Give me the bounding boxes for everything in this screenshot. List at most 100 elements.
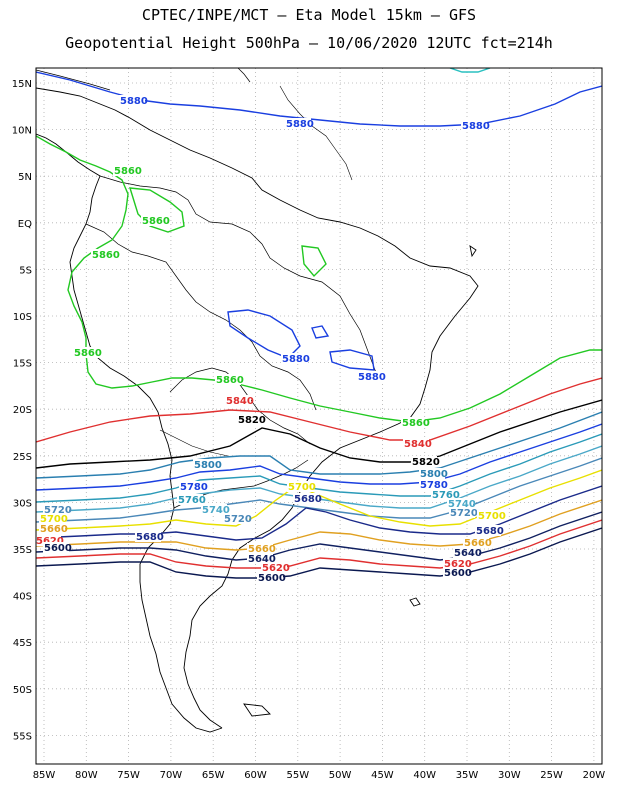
contour-label-bg: [36, 535, 61, 546]
map-frame: [35, 67, 603, 765]
contour-label-5700: 5700: [40, 514, 68, 525]
contour-5620: [36, 519, 602, 569]
contour-label-bg: [447, 498, 473, 509]
lat-tick-label: EQ: [18, 219, 32, 230]
contour-5880-inner2: [329, 349, 375, 371]
contour-label-bg: [475, 525, 501, 536]
contour-label-bg: [39, 513, 65, 524]
contour-label-5600: 5600: [258, 573, 286, 584]
contour-label-bg: [261, 562, 287, 573]
contour-5860-ring2: [301, 245, 327, 278]
contour-label-5700: 5700: [288, 482, 316, 493]
contour-label-5880: 5880: [462, 121, 490, 132]
contour-label-5840: 5840: [226, 396, 254, 407]
contour-label-5660: 5660: [464, 538, 492, 549]
contour-label-5680: 5680: [476, 526, 504, 537]
contour-label-5620: 5620: [444, 559, 472, 570]
contour-5740: [36, 445, 602, 513]
contour-label-5680: 5680: [294, 494, 322, 505]
lon-tick-label: 30W: [498, 770, 521, 781]
contour-label-bg: [113, 165, 139, 176]
contour-label-5800: 5800: [420, 469, 448, 480]
contour-label-bg: [403, 438, 429, 449]
contour-label-bg: [477, 510, 503, 521]
contour-labels: 5880 5880 5880 5880 5880 5860 5860 5860 5860 5860…: [36, 95, 506, 584]
contour-label-bg: [201, 504, 227, 515]
contour-label-bg: [443, 567, 469, 578]
lat-tick-label: 45S: [13, 638, 32, 649]
contour-label-5860: 5860: [402, 418, 430, 429]
lat-tick-label: 35S: [13, 545, 32, 556]
contour-label-bg: [293, 493, 319, 504]
contour-label-5800: 5800: [194, 460, 222, 471]
contour-label-bg: [141, 215, 167, 226]
contour-label-bg: [419, 468, 445, 479]
contour-label-5860: 5860: [216, 375, 244, 386]
map-title-line1: CPTEC/INPE/MCT – Eta Model 15km – GFS: [141, 6, 477, 24]
lat-tick-label: 15S: [13, 359, 32, 370]
contour-label-5880: 5880: [358, 372, 386, 383]
contour-5760: [36, 433, 602, 503]
lon-tick-label: 55W: [286, 770, 309, 781]
contour-label-5880: 5880: [286, 119, 314, 130]
contour-label-5640: 5640: [454, 548, 482, 559]
lon-tick-label: 70W: [160, 770, 183, 781]
contour-label-5840: 5840: [404, 439, 432, 450]
lon-tick-label: 60W: [244, 770, 267, 781]
contour-label-5600: 5600: [44, 543, 72, 554]
lat-tick-label: 50S: [13, 685, 32, 696]
contour-label-5760: 5760: [178, 495, 206, 506]
contour-label-bg: [463, 537, 489, 548]
contour-label-bg: [281, 353, 307, 364]
contour-5820: [36, 399, 602, 469]
contour-5860: [36, 135, 602, 423]
contour-label-bg: [449, 507, 475, 518]
contour-label-bg: [43, 504, 69, 515]
lat-tick-label: 15N: [12, 79, 32, 90]
contour-label-bg: [179, 481, 205, 492]
lat-tick-label: 5N: [18, 172, 32, 183]
contour-label-bg: [431, 489, 457, 500]
contour-label-5620: 5620: [36, 536, 64, 547]
contour-label-5700: 5700: [478, 511, 506, 522]
contour-label-5860: 5860: [74, 348, 102, 359]
contour-label-5880: 5880: [282, 354, 310, 365]
contour-label-5720: 5720: [450, 508, 478, 519]
contour-label-bg: [257, 572, 283, 583]
contour-5840: [36, 377, 602, 443]
contour-label-5760: 5760: [432, 490, 460, 501]
lat-tick-label: 10S: [13, 312, 32, 323]
contour-label-5660: 5660: [40, 524, 68, 535]
lat-tick-label: 20S: [13, 405, 32, 416]
contour-label-bg: [193, 459, 219, 470]
contour-label-5820: 5820: [412, 457, 440, 468]
contour-label-bg: [43, 542, 69, 553]
contour-label-bg: [177, 494, 203, 505]
contour-label-bg: [247, 543, 273, 554]
contour-label-5780: 5780: [420, 480, 448, 491]
contour-label-5860: 5860: [142, 216, 170, 227]
contour-label-bg: [119, 95, 145, 106]
contour-label-bg: [419, 479, 445, 490]
lon-tick-label: 25W: [540, 770, 563, 781]
lon-tick-label: 50W: [329, 770, 352, 781]
contour-label-bg: [135, 531, 161, 542]
contour-label-bg: [91, 249, 117, 260]
contour-label-bg: [401, 417, 427, 428]
lat-tick-label: 10N: [12, 126, 32, 137]
contour-label-5640: 5640: [248, 554, 276, 565]
contour-label-5780: 5780: [180, 482, 208, 493]
lon-tick-label: 45W: [371, 770, 394, 781]
lon-tick-label: 40W: [413, 770, 436, 781]
contour-label-5860: 5860: [114, 166, 142, 177]
contour-label-5620: 5620: [262, 563, 290, 574]
contour-label-5740: 5740: [202, 505, 230, 516]
contour-label-bg: [39, 523, 65, 534]
contour-label-bg: [287, 481, 313, 492]
lon-tick-label: 35W: [456, 770, 479, 781]
lon-tick-label: 65W: [202, 770, 225, 781]
contour-label-5740: 5740: [448, 499, 476, 510]
contour-5880-inner: [227, 309, 301, 359]
contour-label-5660: 5660: [248, 544, 276, 555]
contour-label-5600: 5600: [444, 568, 472, 579]
